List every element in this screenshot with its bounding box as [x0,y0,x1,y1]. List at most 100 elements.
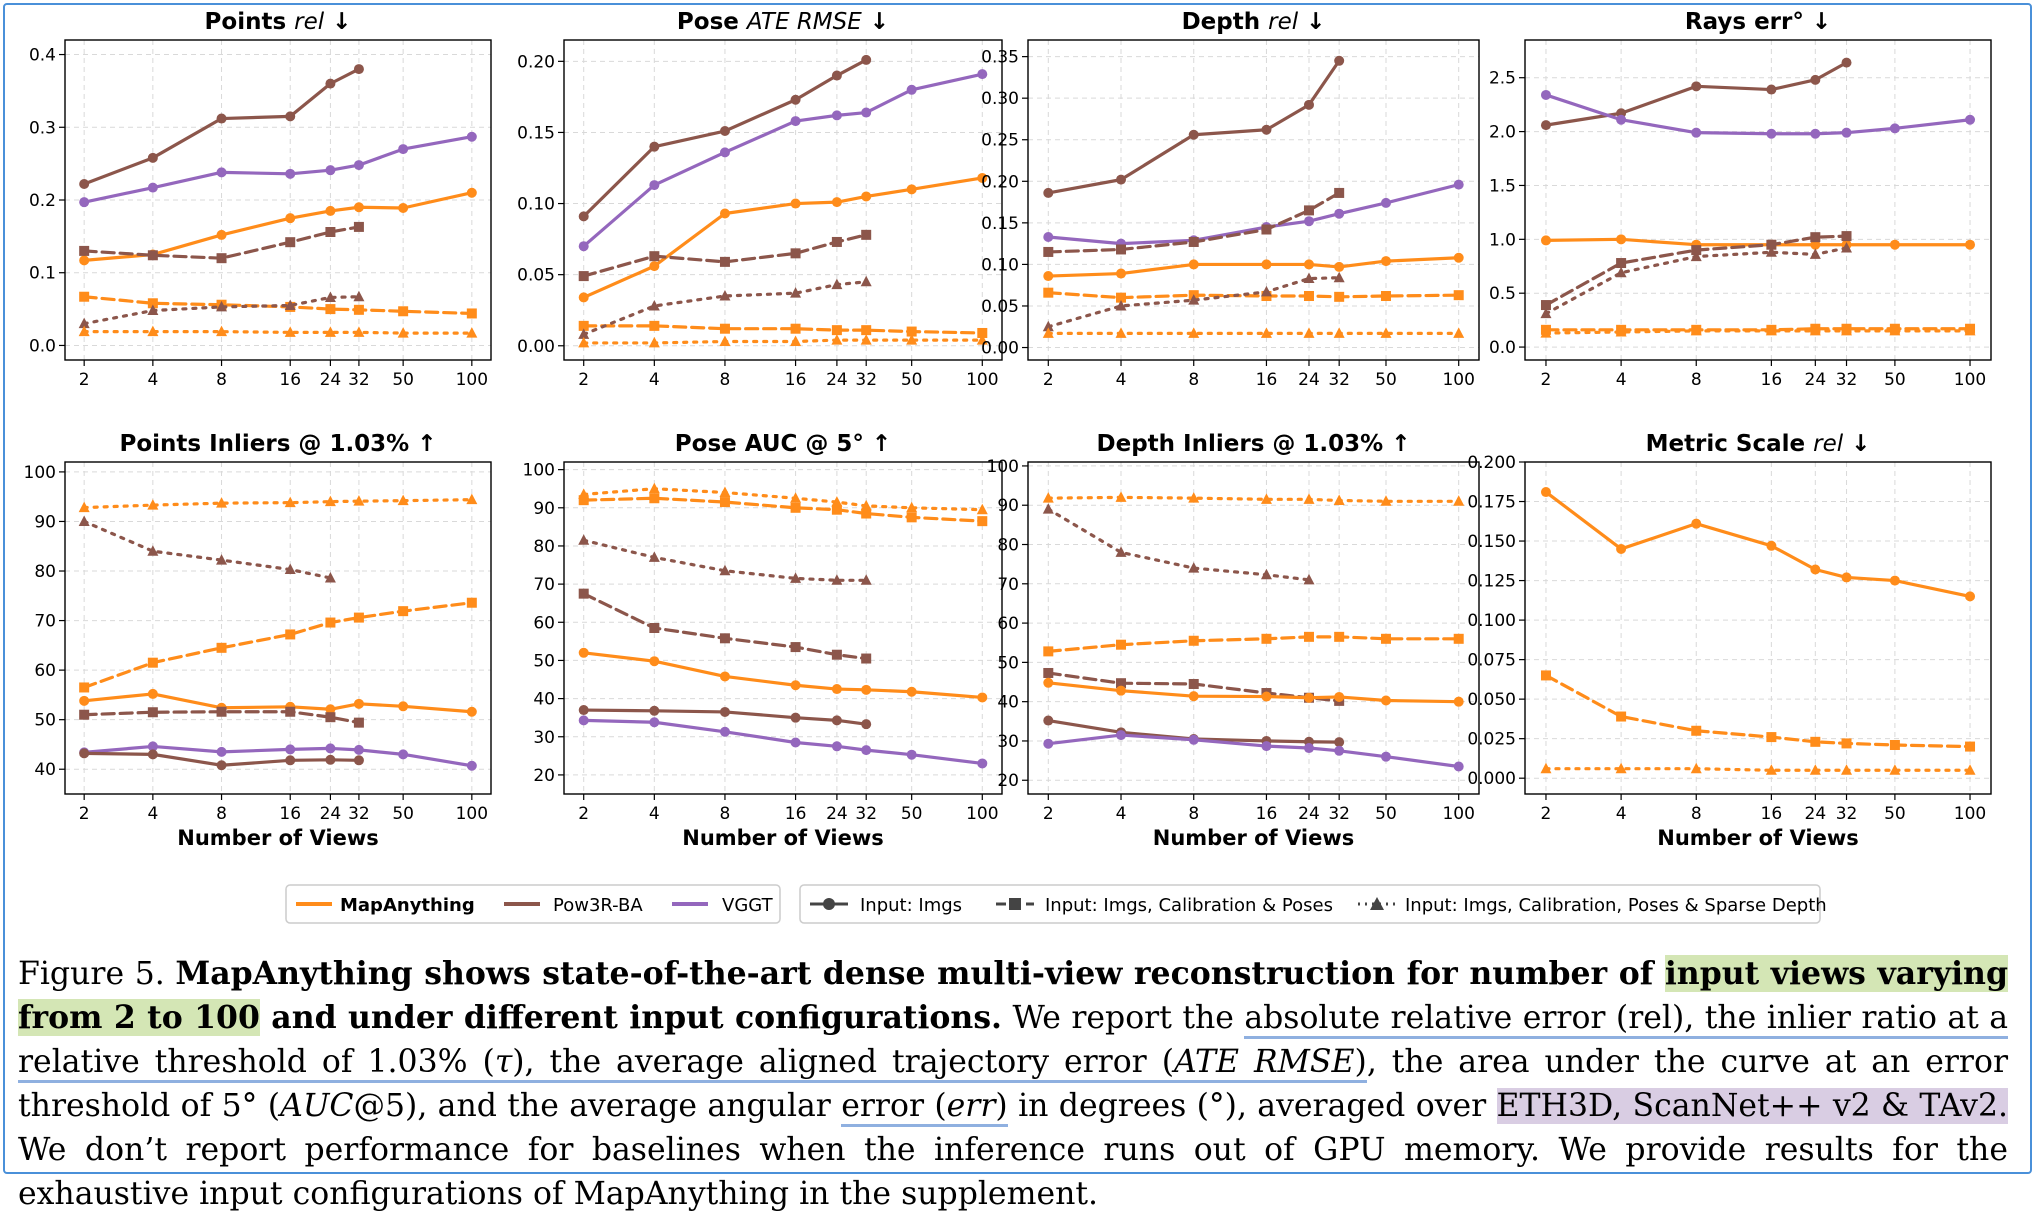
data-point [790,323,801,334]
data-point [353,326,365,337]
data-point [78,501,90,513]
x-tick-label: 2 [1043,370,1054,390]
data-point [831,236,842,247]
data-point [578,534,590,545]
data-point [578,292,589,303]
data-point [1261,224,1272,235]
data-point [1334,745,1345,756]
data-point [353,717,364,728]
data-point [325,712,336,723]
data-point [147,182,158,193]
caption-fig-label: Figure 5. [18,956,176,992]
data-point [790,116,801,127]
series-mapanything-solid [1043,252,1464,282]
data-point [649,656,660,667]
series-vggt-solid [1043,179,1464,249]
data-point [1540,487,1551,498]
data-point [906,84,917,95]
series-pow3r-ba-dotted [1540,241,1853,319]
data-point [147,707,158,718]
legend-marker-circle [823,898,835,910]
caption-err: err [946,1088,996,1124]
data-point [325,617,336,628]
series-line [582,58,868,218]
data-point [1841,127,1852,138]
data-point [906,184,917,195]
figure-frame [3,3,2032,1174]
data-point [1690,324,1702,336]
series-line [1544,490,1972,598]
data-point [719,497,730,508]
chart-title-italic: rel [294,9,325,35]
data-point [216,325,228,337]
data-point [1303,272,1315,284]
plot-frame [563,461,1003,795]
data-point [831,197,842,208]
x-axis-label: Number of Views [1657,826,1858,850]
data-point [1334,631,1345,642]
caption-auc: AUC [280,1088,354,1124]
data-point [284,299,296,310]
x-tick-label: 50 [392,804,414,824]
data-point [78,515,90,526]
x-tick-label: 100 [456,370,488,390]
data-point [284,496,296,508]
chart-title: Points rel ↓ [205,9,352,35]
data-point [353,495,365,506]
series-mapanything-dotted [78,493,478,513]
data-point [1540,89,1551,100]
data-point [78,317,90,329]
data-point [578,588,589,599]
x-tick-label: 16 [785,804,807,824]
caption-tau: τ [494,1044,513,1080]
data-point [1260,285,1272,297]
data-point [79,245,90,256]
data-point [1380,197,1391,208]
x-tick-label: 32 [1328,804,1350,824]
y-tick-label: 0.125 [1467,572,1516,592]
data-point [719,256,730,267]
data-point [1188,129,1199,140]
data-point [578,715,589,726]
data-point [648,482,660,494]
data-point [1260,568,1272,580]
data-point [790,335,802,347]
data-point [285,755,296,766]
series-vggt-solid [79,131,477,208]
data-point [790,502,801,513]
y-tick-label: 0.150 [1467,532,1516,552]
chart-title-arrow: ↓ [1843,431,1870,457]
data-point [790,492,802,503]
series-pow3r-ba-dotted [78,515,336,583]
data-point [719,671,730,682]
data-point [977,516,988,527]
series-mapanything-solid [1043,677,1464,707]
data-point [1453,495,1465,506]
series-mapanything-dashed [1043,287,1464,303]
data-point [1765,324,1777,336]
data-point [649,717,660,728]
x-tick-label: 8 [1188,370,1199,390]
data-point [790,198,801,209]
data-point [1380,495,1392,506]
data-point [578,705,589,716]
data-point [1964,764,1976,775]
series-pow3r-ba-dashed [578,229,872,282]
data-point [719,147,730,158]
data-point [324,326,336,337]
series-mapanything-dashed [79,291,477,319]
plot-frame [64,461,492,795]
series-line [582,538,868,582]
series-line [582,280,868,336]
data-point [649,180,660,191]
y-tick-label: 0.200 [1467,453,1516,473]
data-point [1965,114,1976,125]
series-line [82,744,474,768]
series-vggt-solid [578,715,988,769]
data-point [719,706,730,717]
data-point [79,695,90,706]
x-tick-label: 24 [826,370,848,390]
data-point [790,287,802,298]
data-point [1260,493,1272,504]
